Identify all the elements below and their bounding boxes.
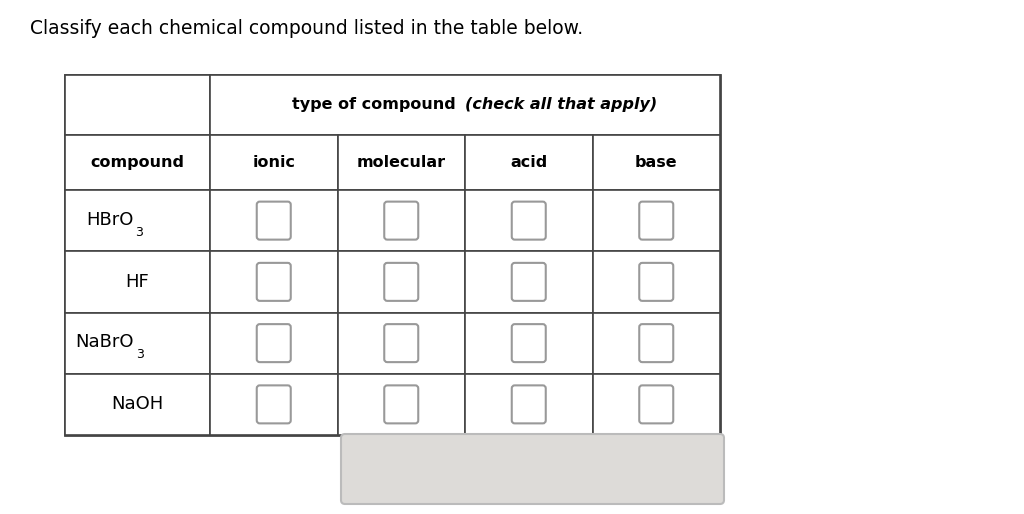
FancyBboxPatch shape bbox=[639, 263, 673, 301]
Bar bbox=[210, 374, 338, 435]
Bar bbox=[338, 251, 465, 313]
Bar bbox=[65, 75, 720, 435]
Bar bbox=[210, 251, 338, 313]
Text: type of compound: type of compound bbox=[293, 98, 465, 113]
FancyBboxPatch shape bbox=[384, 324, 418, 362]
FancyBboxPatch shape bbox=[512, 201, 546, 240]
Text: molecular: molecular bbox=[356, 155, 445, 170]
FancyBboxPatch shape bbox=[341, 434, 724, 504]
FancyBboxPatch shape bbox=[639, 386, 673, 424]
Bar bbox=[465, 374, 593, 435]
Bar bbox=[338, 374, 465, 435]
Bar bbox=[65, 75, 210, 135]
Text: acid: acid bbox=[510, 155, 548, 170]
Bar bbox=[65, 135, 210, 190]
FancyBboxPatch shape bbox=[384, 201, 418, 240]
FancyBboxPatch shape bbox=[512, 324, 546, 362]
Text: 3: 3 bbox=[136, 348, 144, 361]
Text: (check all that apply): (check all that apply) bbox=[465, 98, 657, 113]
Bar bbox=[210, 135, 338, 190]
Bar bbox=[210, 75, 720, 135]
Text: ↺: ↺ bbox=[523, 459, 542, 479]
Bar bbox=[593, 135, 720, 190]
Text: ionic: ionic bbox=[252, 155, 295, 170]
Bar bbox=[338, 190, 465, 251]
FancyBboxPatch shape bbox=[257, 263, 291, 301]
Text: base: base bbox=[635, 155, 678, 170]
Text: 3: 3 bbox=[135, 226, 143, 238]
Bar bbox=[338, 135, 465, 190]
FancyBboxPatch shape bbox=[257, 324, 291, 362]
Bar bbox=[65, 190, 210, 251]
Bar bbox=[465, 190, 593, 251]
Text: HF: HF bbox=[126, 273, 150, 291]
Bar bbox=[210, 313, 338, 374]
FancyBboxPatch shape bbox=[257, 386, 291, 424]
Text: compound: compound bbox=[90, 155, 184, 170]
Bar bbox=[465, 135, 593, 190]
Text: ?: ? bbox=[621, 459, 632, 479]
Bar bbox=[593, 313, 720, 374]
FancyBboxPatch shape bbox=[639, 201, 673, 240]
Bar bbox=[593, 374, 720, 435]
FancyBboxPatch shape bbox=[384, 263, 418, 301]
Bar bbox=[338, 313, 465, 374]
FancyBboxPatch shape bbox=[384, 386, 418, 424]
Bar bbox=[465, 251, 593, 313]
FancyBboxPatch shape bbox=[512, 263, 546, 301]
FancyBboxPatch shape bbox=[512, 386, 546, 424]
Text: ×: × bbox=[430, 459, 447, 479]
Bar bbox=[65, 251, 210, 313]
FancyBboxPatch shape bbox=[257, 201, 291, 240]
Bar bbox=[593, 190, 720, 251]
Bar bbox=[65, 313, 210, 374]
Bar bbox=[210, 190, 338, 251]
FancyBboxPatch shape bbox=[639, 324, 673, 362]
Bar bbox=[465, 313, 593, 374]
Text: NaOH: NaOH bbox=[112, 395, 164, 413]
Bar bbox=[593, 251, 720, 313]
Text: HBrO: HBrO bbox=[86, 211, 133, 229]
Text: NaBrO: NaBrO bbox=[75, 333, 133, 351]
Bar bbox=[65, 374, 210, 435]
Text: Classify each chemical compound listed in the table below.: Classify each chemical compound listed i… bbox=[30, 19, 583, 38]
